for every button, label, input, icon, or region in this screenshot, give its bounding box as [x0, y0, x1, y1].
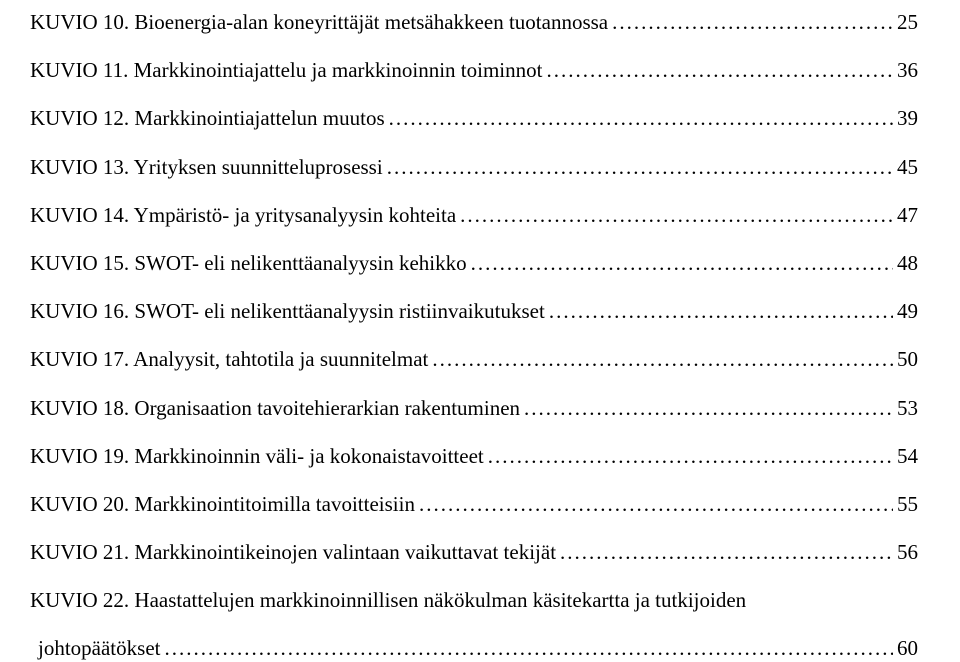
- toc-entry: KUVIO 16. SWOT- eli nelikenttäanalyysin …: [30, 299, 918, 324]
- toc-page-number: 49: [897, 299, 918, 324]
- toc-page-number: 47: [897, 203, 918, 228]
- toc-leader-dots: [432, 347, 893, 372]
- toc-page-number: 25: [897, 10, 918, 35]
- toc-page-number: 55: [897, 492, 918, 517]
- toc-label: KUVIO 15. SWOT- eli nelikenttäanalyysin …: [30, 251, 467, 276]
- toc-label-line1: KUVIO 22. Haastattelujen markkinoinnilli…: [30, 588, 918, 613]
- toc-leader-dots: [612, 10, 893, 35]
- toc-label: KUVIO 16. SWOT- eli nelikenttäanalyysin …: [30, 299, 545, 324]
- toc-entry: KUVIO 17. Analyysit, tahtotila ja suunni…: [30, 347, 918, 372]
- toc-entry: KUVIO 15. SWOT- eli nelikenttäanalyysin …: [30, 251, 918, 276]
- toc-leader-dots: [419, 492, 893, 517]
- toc-label: KUVIO 18. Organisaation tavoitehierarkia…: [30, 396, 520, 421]
- toc-leader-dots: [460, 203, 893, 228]
- toc-leader-dots: [524, 396, 893, 421]
- toc-entry: KUVIO 20. Markkinointitoimilla tavoittei…: [30, 492, 918, 517]
- toc-entry: KUVIO 10. Bioenergia-alan koneyrittäjät …: [30, 10, 918, 35]
- toc-page-number: 56: [897, 540, 918, 565]
- toc-label: KUVIO 19. Markkinoinnin väli- ja kokonai…: [30, 444, 484, 469]
- toc-label: KUVIO 21. Markkinointikeinojen valintaan…: [30, 540, 556, 565]
- toc-leader-dots: [389, 106, 893, 131]
- toc-entry: KUVIO 13. Yrityksen suunnitteluprosessi …: [30, 155, 918, 180]
- toc-entry-multiline: KUVIO 22. Haastattelujen markkinoinnilli…: [30, 588, 918, 661]
- toc-entry: KUVIO 11. Markkinointiajattelu ja markki…: [30, 58, 918, 83]
- toc-leader-dots: [471, 251, 893, 276]
- toc-entry: KUVIO 18. Organisaation tavoitehierarkia…: [30, 396, 918, 421]
- toc-page-number: 60: [897, 636, 918, 661]
- toc-page-number: 36: [897, 58, 918, 83]
- toc-leader-dots: [488, 444, 893, 469]
- toc-label: KUVIO 17. Analyysit, tahtotila ja suunni…: [30, 347, 428, 372]
- toc-leader-dots: [549, 299, 893, 324]
- toc-entry: KUVIO 12. Markkinointiajattelun muutos 3…: [30, 106, 918, 131]
- toc-label: KUVIO 14. Ympäristö- ja yritysanalyysin …: [30, 203, 456, 228]
- toc-page-number: 53: [897, 396, 918, 421]
- toc-entry: KUVIO 14. Ympäristö- ja yritysanalyysin …: [30, 203, 918, 228]
- toc-label: KUVIO 12. Markkinointiajattelun muutos: [30, 106, 385, 131]
- toc-entry: KUVIO 21. Markkinointikeinojen valintaan…: [30, 540, 918, 565]
- toc-label: KUVIO 13. Yrityksen suunnitteluprosessi: [30, 155, 383, 180]
- toc-page-number: 54: [897, 444, 918, 469]
- toc-leader-dots: [164, 636, 893, 661]
- toc-page: KUVIO 10. Bioenergia-alan koneyrittäjät …: [0, 0, 960, 662]
- toc-leader-dots: [387, 155, 893, 180]
- toc-page-number: 48: [897, 251, 918, 276]
- toc-entry: KUVIO 19. Markkinoinnin väli- ja kokonai…: [30, 444, 918, 469]
- toc-leader-dots: [560, 540, 893, 565]
- toc-page-number: 39: [897, 106, 918, 131]
- toc-page-number: 50: [897, 347, 918, 372]
- toc-label-line2: johtopäätökset: [38, 636, 160, 661]
- toc-page-number: 45: [897, 155, 918, 180]
- toc-leader-dots: [546, 58, 893, 83]
- toc-label: KUVIO 10. Bioenergia-alan koneyrittäjät …: [30, 10, 608, 35]
- toc-label: KUVIO 11. Markkinointiajattelu ja markki…: [30, 58, 542, 83]
- toc-label: KUVIO 20. Markkinointitoimilla tavoittei…: [30, 492, 415, 517]
